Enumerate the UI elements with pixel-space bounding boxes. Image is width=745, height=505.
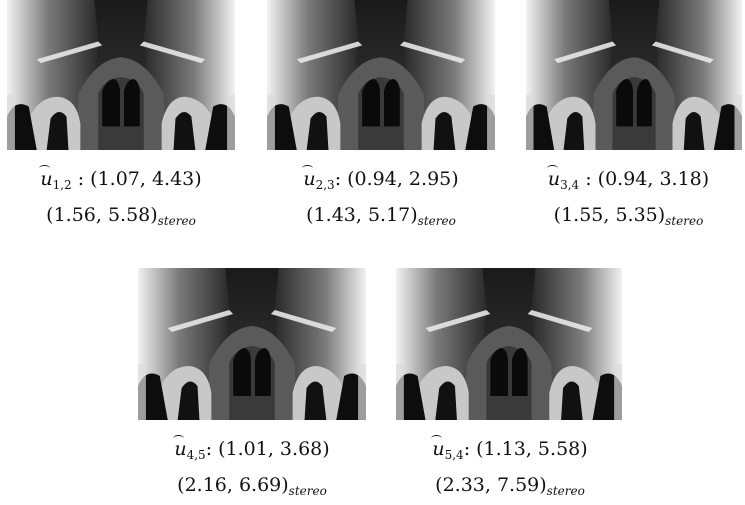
depth-map-u12 bbox=[7, 0, 235, 150]
caption-u54: u5,4: (1.13, 5.58) (2.33, 7.59)stereo bbox=[431, 435, 588, 498]
depth-map-u45 bbox=[138, 268, 366, 420]
depth-map-u54 bbox=[396, 268, 622, 420]
caption-u12: u1,2 : (1.07, 4.43) (1.56, 5.58)stereo bbox=[39, 165, 202, 228]
caption-u23: u2,3: (0.94, 2.95) (1.43, 5.17)stereo bbox=[302, 165, 459, 228]
caption-u34: u3,4 : (0.94, 3.18) (1.55, 5.35)stereo bbox=[546, 165, 710, 228]
depth-map-u23 bbox=[267, 0, 495, 150]
depth-map-u34 bbox=[526, 0, 742, 150]
caption-u45: u4,5: (1.01, 3.68) (2.16, 6.69)stereo bbox=[173, 435, 330, 498]
